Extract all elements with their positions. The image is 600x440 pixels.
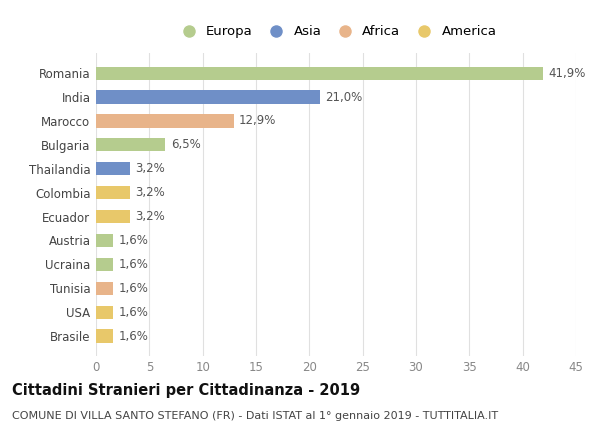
Legend: Europa, Asia, Africa, America: Europa, Asia, Africa, America (170, 20, 502, 44)
Bar (96, 91, 320, 104)
Text: 21,0%: 21,0% (325, 91, 362, 103)
Text: 3,2%: 3,2% (136, 186, 165, 199)
Bar (96, 258, 113, 271)
Text: 1,6%: 1,6% (118, 258, 148, 271)
Bar (96, 234, 113, 247)
Text: COMUNE DI VILLA SANTO STEFANO (FR) - Dati ISTAT al 1° gennaio 2019 - TUTTITALIA.: COMUNE DI VILLA SANTO STEFANO (FR) - Dat… (12, 411, 498, 422)
Text: 1,6%: 1,6% (118, 306, 148, 319)
Text: 1,6%: 1,6% (118, 282, 148, 295)
Text: 41,9%: 41,9% (548, 67, 586, 80)
Bar (96, 162, 130, 175)
Text: 12,9%: 12,9% (239, 114, 277, 128)
Text: Cittadini Stranieri per Cittadinanza - 2019: Cittadini Stranieri per Cittadinanza - 2… (12, 383, 360, 398)
Text: 3,2%: 3,2% (136, 210, 165, 223)
Bar (96, 66, 543, 80)
Bar (96, 282, 113, 295)
Bar (96, 330, 113, 343)
Bar (96, 210, 130, 223)
Bar (96, 114, 233, 128)
Text: 6,5%: 6,5% (170, 138, 200, 151)
Bar (96, 186, 130, 199)
Text: 3,2%: 3,2% (136, 162, 165, 175)
Text: 1,6%: 1,6% (118, 330, 148, 342)
Bar (96, 305, 113, 319)
Bar (96, 138, 166, 151)
Text: 1,6%: 1,6% (118, 234, 148, 247)
